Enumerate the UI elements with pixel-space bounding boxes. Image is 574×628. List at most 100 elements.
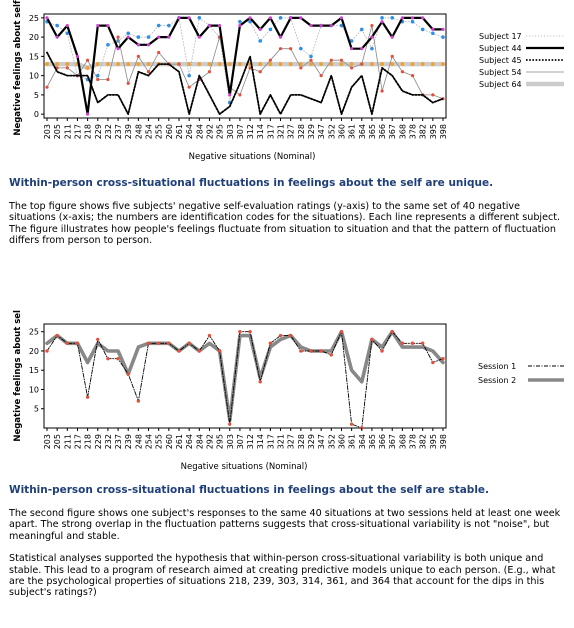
c1-point-subject-54 [370,23,374,28]
chart-top-ylabel: Negative feelings about self [13,0,23,136]
c1-ytick-label: 15 [29,52,39,61]
section2-paragraph-2: Statistical analyses supported the hypot… [9,553,556,599]
chart-top-y-ticks: 0 5 10 15 20 25 [29,14,44,119]
c1-xtick-label: 205 [53,124,62,139]
c1-xtick-label: 367 [388,124,397,139]
c2-xtick-label: 317 [266,434,275,449]
c1-point-subject-64 [298,62,303,66]
c2-xtick-label: 295 [216,434,225,449]
c2-point-session-1 [339,330,344,334]
c2-xtick-label: 360 [337,434,346,449]
c1-xtick-label: 314 [256,124,265,139]
c1-point-subject-17 [278,16,283,20]
c2-xtick-label: 367 [388,434,397,449]
c1-point-subject-17 [441,35,445,39]
c1-point-subject-17 [309,54,313,59]
c1-point-subject-54 [116,35,120,39]
c1-point-subject-64 [126,62,131,66]
c1-legend-label-subject-64: Subject 64 [479,80,522,89]
c1-point-subject-64 [197,62,202,66]
c1-xtick-label: 264 [185,124,194,139]
c2-point-session-1 [420,341,425,345]
c1-point-subject-17 [380,16,384,20]
c1-point-subject-17 [349,39,354,43]
c2-point-session-1 [268,341,273,345]
c1-point-subject-54 [299,66,303,70]
section1-heading: Within-person cross-situational fluctuat… [9,177,494,189]
c1-point-subject-54 [390,54,394,58]
c1-xtick-label: 317 [266,124,275,139]
c1-xtick-label: 232 [104,124,113,139]
c1-point-subject-17 [146,35,151,39]
c1-xtick-label: 239 [124,124,133,139]
c1-point-subject-17 [55,23,59,28]
c2-point-session-1 [45,349,49,353]
c2-point-session-1 [65,341,70,345]
c1-point-subject-44 [248,16,252,20]
c1-xtick-label: 218 [84,124,93,139]
c2-frame-border [43,323,447,429]
c1-xtick-label: 237 [114,124,123,139]
c1-point-subject-64 [390,62,395,66]
c1-point-subject-44 [75,54,80,58]
c2-ytick-label: 10 [29,385,39,394]
c1-point-subject-54 [289,47,293,51]
c2-legend-label-session-1: Session 1 [478,362,516,371]
c2-xtick-label: 211 [63,434,72,449]
c1-point-subject-17 [370,46,374,51]
c1-xtick-label: 292 [205,124,214,139]
c2-xtick-label: 382 [419,434,428,449]
c1-point-subject-44 [390,35,394,39]
c1-point-subject-64 [136,62,141,66]
c2-xtick-label: 260 [165,434,174,449]
c1-point-subject-64 [309,62,313,66]
c1-point-subject-54 [360,62,364,66]
c1-point-subject-17 [431,31,435,36]
chart-bottom-legend: Session 1 Session 2 [478,362,564,385]
c1-point-subject-64 [238,62,242,66]
c1-legend-label-subject-44: Subject 44 [479,44,522,53]
c2-ytick-label: 25 [29,328,39,337]
c2-xtick-label: 321 [277,434,286,449]
c1-point-subject-64 [116,62,120,66]
c1-point-subject-54 [157,50,161,55]
c1-point-subject-17 [197,16,202,20]
c1-xtick-label: 295 [216,124,225,139]
c2-xtick-label: 329 [307,434,316,449]
c1-frame-border [43,13,447,119]
c2-xtick-label: 264 [185,434,194,449]
c1-point-subject-54 [136,54,140,58]
c2-xtick-label: 261 [175,434,184,449]
c1-point-subject-64 [187,62,192,66]
c1-legend-label-subject-17: Subject 17 [479,32,522,41]
c1-xtick-label: 284 [195,124,204,139]
c2-point-session-1 [167,341,171,345]
c1-point-subject-44 [268,16,272,20]
c1-point-subject-44 [410,16,415,20]
c1-point-subject-64 [410,62,415,66]
c2-xtick-label: 307 [236,434,245,449]
c1-point-subject-44 [258,27,262,32]
c2-xtick-label: 292 [205,434,214,449]
c2-xtick-label: 312 [246,434,255,449]
c1-point-subject-64 [268,62,273,66]
c1-point-subject-44 [339,16,344,20]
c2-point-session-1 [106,356,110,361]
c1-point-subject-64 [45,62,49,66]
c2-point-session-1 [207,333,212,338]
c1-point-subject-44 [370,35,374,39]
c1-point-subject-44 [329,23,333,28]
c1-point-subject-54 [126,81,130,85]
c1-point-subject-17 [126,31,131,36]
chart-bottom-x-ticks: 203 205 211 217 218 229 232 237 239 248 254 255 260 2… [43,428,448,449]
c1-point-subject-54 [380,89,384,93]
c1-point-subject-17 [248,19,252,24]
c1-point-subject-64 [319,62,324,66]
c1-point-subject-64 [430,62,435,66]
c2-xtick-label: 352 [327,434,336,449]
c1-point-subject-44 [96,23,100,28]
c1-point-subject-17 [156,23,161,28]
c2-point-session-1 [136,399,141,403]
c2-point-session-1 [288,333,293,338]
c2-xtick-label: 303 [226,434,235,449]
